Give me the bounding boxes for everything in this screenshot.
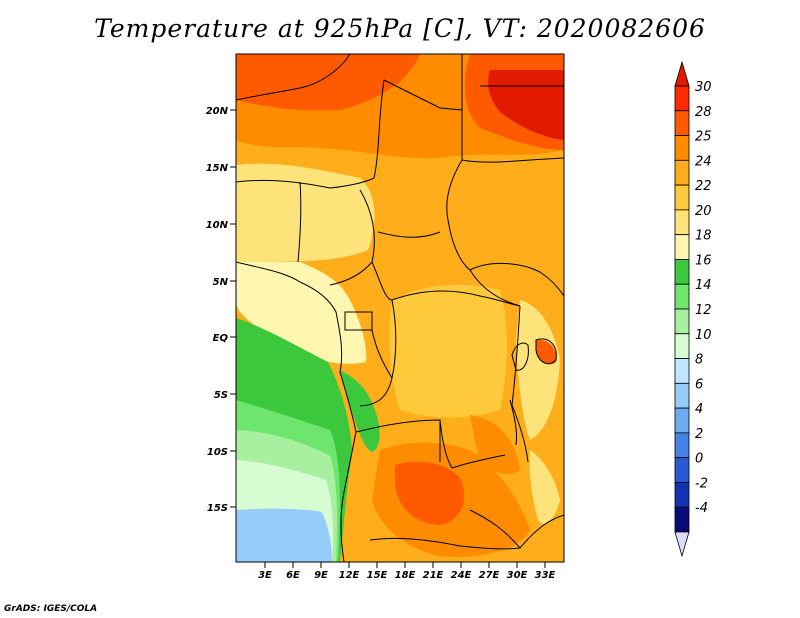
colorbar-label: 25 [695, 130, 712, 145]
map-frame [235, 53, 565, 563]
credit-text: GrADS: IGES/COLA [4, 604, 98, 614]
colorbar-top-arrow [674, 60, 690, 87]
lat-tick-label: 5S [214, 390, 228, 401]
lat-tick-label: EQ [213, 333, 229, 344]
colorbar-swatch [674, 159, 690, 186]
lon-tick-label: 27E [479, 570, 500, 581]
lon-tick-label: 30E [507, 570, 528, 581]
colorbar-label: 16 [695, 253, 712, 268]
lon-tick-label: 24E [451, 570, 472, 581]
colorbar-label: 18 [695, 229, 712, 244]
lat-tick-label: 15S [207, 503, 228, 514]
colorbar-swatch [674, 234, 690, 260]
lat-tick-label: 5N [213, 277, 229, 288]
colorbar-label: -2 [695, 476, 708, 491]
colorbar-swatch [674, 482, 690, 508]
colorbar-label: 28 [695, 105, 712, 120]
lon-tick-label: 6E [286, 570, 300, 581]
lon-tick-label: 33E [535, 570, 556, 581]
colorbar-label: 2 [695, 427, 703, 442]
colorbar-label: 20 [695, 204, 712, 219]
colorbar-label: 24 [695, 154, 712, 169]
lon-tick-label: 15E [367, 570, 388, 581]
colorbar-label: 8 [695, 353, 703, 368]
colorbar-swatch [674, 308, 690, 335]
colorbar-swatch [674, 135, 690, 161]
colorbar-swatch [674, 333, 690, 359]
colorbar-swatch [674, 432, 690, 459]
colorbar-label: 10 [695, 328, 712, 343]
colorbar-swatch [674, 209, 690, 236]
colorbar-label: 12 [695, 303, 712, 318]
map-title: Temperature at 925hPa [C], VT: 202008260… [94, 14, 706, 43]
colorbar-swatch [674, 407, 690, 434]
temperature-field [236, 54, 564, 562]
lon-axis: 3E 6E 9E 12E 15E 18E 21E 24E 27E 30E 33E [258, 562, 556, 581]
country-borders [236, 54, 564, 562]
lon-tick-label: 21E [423, 570, 444, 581]
colorbar-swatch [674, 110, 690, 136]
lon-tick-label: 12E [339, 570, 360, 581]
colorbar-label: 4 [695, 402, 703, 417]
lon-tick-label: 3E [258, 570, 272, 581]
colorbar-bottom-arrow [674, 531, 690, 558]
colorbar-swatch [674, 184, 690, 211]
colorbar-swatch [674, 382, 690, 409]
colorbar-label: 14 [695, 278, 712, 293]
colorbar-label: 30 [695, 80, 712, 95]
lon-tick-label: 9E [314, 570, 328, 581]
colorbar-swatch [674, 259, 690, 285]
lat-tick-label: 20N [206, 106, 229, 117]
lat-tick-label: 10S [207, 447, 228, 458]
colorbar-swatch [674, 358, 690, 384]
colorbar-swatch [674, 457, 690, 483]
colorbar-label: -4 [695, 501, 708, 516]
colorbar-swatch [674, 85, 690, 112]
colorbar-label: 0 [695, 452, 703, 467]
colorbar-swatch [674, 283, 690, 310]
lon-tick-label: 18E [395, 570, 416, 581]
colorbar-label: 22 [695, 179, 712, 194]
lat-tick-label: 15N [206, 163, 229, 174]
colorbar-swatch [674, 506, 690, 533]
colorbar-label: 6 [695, 377, 703, 392]
lat-axis: 20N 15N 10N 5N EQ 5S 10S 15S [206, 106, 236, 514]
lat-tick-label: 10N [206, 220, 229, 231]
